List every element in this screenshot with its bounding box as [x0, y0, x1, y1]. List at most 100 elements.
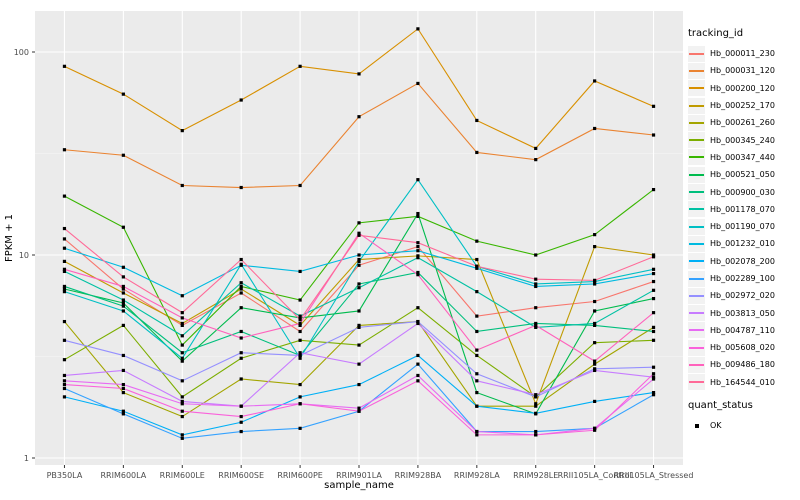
data-point — [534, 395, 538, 399]
legend-item-label: Hb_009486_180 — [710, 360, 775, 370]
data-point — [534, 411, 538, 415]
data-point — [475, 433, 479, 437]
data-point — [593, 323, 597, 327]
data-point — [534, 277, 538, 281]
data-point — [121, 304, 125, 308]
legend-item-label: Hb_001232_010 — [710, 239, 775, 249]
data-point — [121, 353, 125, 358]
legend-item-label: Hb_001178_070 — [710, 204, 775, 214]
data-point — [593, 428, 597, 432]
legend-item-Hb_000031_120: Hb_000031_120 — [688, 62, 800, 79]
legend-item-Hb_002078_200: Hb_002078_200 — [688, 253, 800, 270]
data-point — [357, 231, 361, 235]
data-point — [651, 104, 656, 108]
data-point — [475, 257, 479, 262]
data-point — [239, 291, 243, 295]
data-point — [298, 351, 302, 355]
square-point-icon — [694, 423, 699, 428]
data-point — [180, 356, 184, 360]
data-point — [651, 375, 656, 379]
data-point — [121, 153, 125, 157]
legend-item-Hb_004787_110: Hb_004787_110 — [688, 322, 800, 339]
data-point — [651, 329, 656, 334]
data-point — [357, 257, 361, 262]
data-point — [180, 343, 184, 347]
data-point — [534, 253, 538, 257]
legend-line-icon — [689, 277, 704, 280]
legend-key-swatch — [688, 80, 705, 97]
legend-title-tracking-id: tracking_id — [688, 28, 744, 39]
data-point — [416, 211, 420, 216]
y-tick-label: 100 — [14, 48, 29, 57]
data-point — [534, 284, 538, 289]
data-point — [239, 414, 243, 419]
legend-line-icon — [689, 87, 704, 90]
legend-key-swatch — [688, 184, 705, 201]
data-point — [651, 267, 656, 271]
data-point — [180, 414, 184, 419]
quant-status-legend-list: OK — [688, 417, 800, 434]
legend-item-Hb_009486_180: Hb_009486_180 — [688, 356, 800, 373]
data-point — [298, 356, 302, 360]
data-point — [593, 79, 597, 83]
data-point — [416, 379, 420, 383]
legend-line-icon — [689, 69, 704, 72]
data-point — [298, 382, 302, 387]
legend-key-swatch — [688, 235, 705, 252]
legend-item-label: Hb_000347_440 — [710, 152, 775, 162]
data-point — [651, 288, 656, 292]
legend-line-icon — [689, 173, 704, 176]
data-point — [239, 257, 243, 262]
data-point — [651, 393, 656, 397]
legend-item-Hb_005608_020: Hb_005608_020 — [688, 339, 800, 356]
data-point — [298, 316, 302, 320]
legend-item-label: Hb_001190_070 — [710, 222, 775, 232]
data-point — [357, 323, 361, 327]
data-point — [180, 334, 184, 338]
data-point — [651, 253, 656, 257]
data-point — [593, 359, 597, 363]
legend-item-Hb_000252_170: Hb_000252_170 — [688, 97, 800, 114]
data-point — [121, 412, 125, 416]
data-point — [239, 329, 243, 334]
data-point — [121, 301, 125, 305]
x-tick-label: RRIM928LE — [513, 471, 558, 480]
legend-key-swatch — [688, 374, 705, 391]
data-point — [475, 390, 479, 395]
legend-item-Hb_164544_010: Hb_164544_010 — [688, 374, 800, 391]
data-point — [298, 183, 302, 188]
data-point — [416, 319, 420, 324]
legend-key-swatch — [688, 201, 705, 218]
legend-item-label: Hb_000252_170 — [710, 101, 775, 111]
legend-line-icon — [689, 381, 704, 384]
data-point — [180, 433, 184, 437]
data-point — [239, 284, 243, 289]
legend-item-label: Hb_003813_050 — [710, 308, 775, 318]
data-point — [121, 287, 125, 291]
data-point — [593, 299, 597, 304]
data-point — [121, 390, 125, 395]
legend-item-label: Hb_000011_230 — [710, 49, 775, 59]
data-point — [62, 237, 67, 241]
legend-line-icon — [689, 312, 704, 315]
data-point — [62, 319, 67, 324]
data-point — [121, 382, 125, 387]
data-point — [357, 286, 361, 290]
data-point — [239, 356, 243, 360]
data-point — [593, 362, 597, 366]
data-point — [416, 27, 420, 31]
legend-key-swatch — [688, 270, 705, 287]
data-point — [121, 291, 125, 295]
data-point — [239, 306, 243, 310]
data-point — [534, 433, 538, 437]
data-point — [357, 325, 361, 329]
x-tick-label: RRIM600SE — [218, 471, 264, 480]
legend-line-icon — [689, 225, 704, 228]
legend-item-Hb_001190_070: Hb_001190_070 — [688, 218, 800, 235]
data-point — [239, 98, 243, 102]
legend-line-icon — [689, 260, 704, 263]
data-point — [475, 266, 479, 270]
data-point — [534, 323, 538, 327]
data-point — [62, 148, 67, 152]
data-point — [593, 399, 597, 404]
